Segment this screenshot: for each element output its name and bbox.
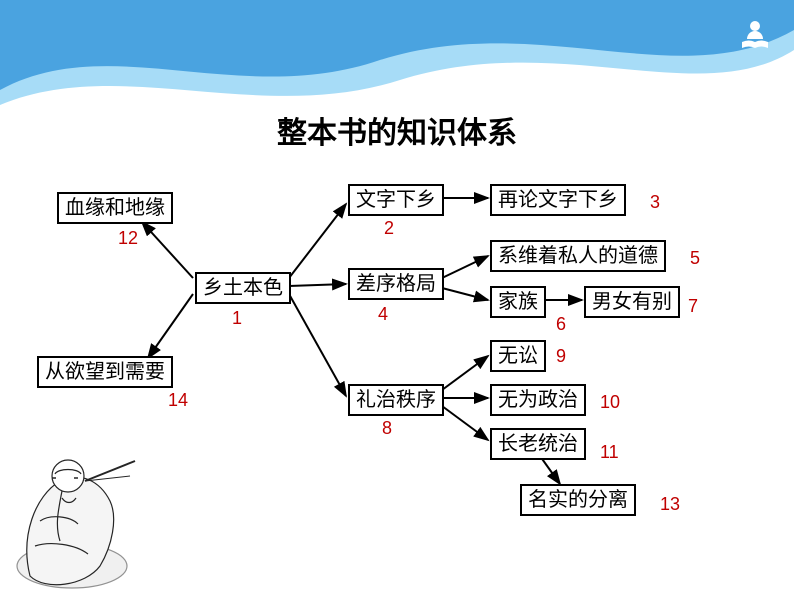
- node-number-n13: 13: [660, 494, 680, 515]
- node-number-n2: 2: [384, 218, 394, 239]
- node-number-n3: 3: [650, 192, 660, 213]
- edge-n1-n8: [289, 294, 346, 396]
- page-title: 整本书的知识体系: [0, 108, 794, 152]
- node-n6: 家族: [490, 286, 546, 318]
- node-number-n8: 8: [382, 418, 392, 439]
- node-n3: 再论文字下乡: [490, 184, 626, 216]
- book-person-icon: [740, 18, 770, 54]
- node-number-n4: 4: [378, 304, 388, 325]
- node-number-n14: 14: [168, 390, 188, 411]
- node-number-n5: 5: [690, 248, 700, 269]
- edge-n1-n4: [289, 284, 346, 286]
- node-n14: 从欲望到需要: [37, 356, 173, 388]
- node-number-n9: 9: [556, 346, 566, 367]
- edge-n4-n5: [442, 256, 488, 278]
- node-number-n11: 11: [600, 442, 619, 463]
- node-n10: 无为政治: [490, 384, 586, 416]
- node-n12: 血缘和地缘: [57, 192, 173, 224]
- node-n2: 文字下乡: [348, 184, 444, 216]
- node-number-n1: 1: [232, 308, 242, 329]
- node-number-n6: 6: [556, 314, 566, 335]
- node-number-n7: 7: [688, 296, 698, 317]
- node-number-n12: 12: [118, 228, 138, 249]
- node-n1: 乡土本色: [195, 272, 291, 304]
- sage-figure-icon: [0, 426, 160, 596]
- edge-n11-n13: [540, 456, 560, 484]
- node-number-n10: 10: [600, 392, 620, 413]
- edge-n1-n12: [142, 222, 193, 278]
- edge-n8-n11: [442, 406, 488, 440]
- edge-n1-n14: [148, 294, 193, 358]
- edge-n1-n2: [289, 204, 346, 278]
- node-n8: 礼治秩序: [348, 384, 444, 416]
- node-n4: 差序格局: [348, 268, 444, 300]
- node-n9: 无讼: [490, 340, 546, 372]
- node-n7: 男女有别: [584, 286, 680, 318]
- node-n5: 系维着私人的道德: [490, 240, 666, 272]
- node-n11: 长老统治: [490, 428, 586, 460]
- node-n13: 名实的分离: [520, 484, 636, 516]
- edge-n8-n9: [442, 356, 488, 390]
- edge-n4-n6: [442, 288, 488, 300]
